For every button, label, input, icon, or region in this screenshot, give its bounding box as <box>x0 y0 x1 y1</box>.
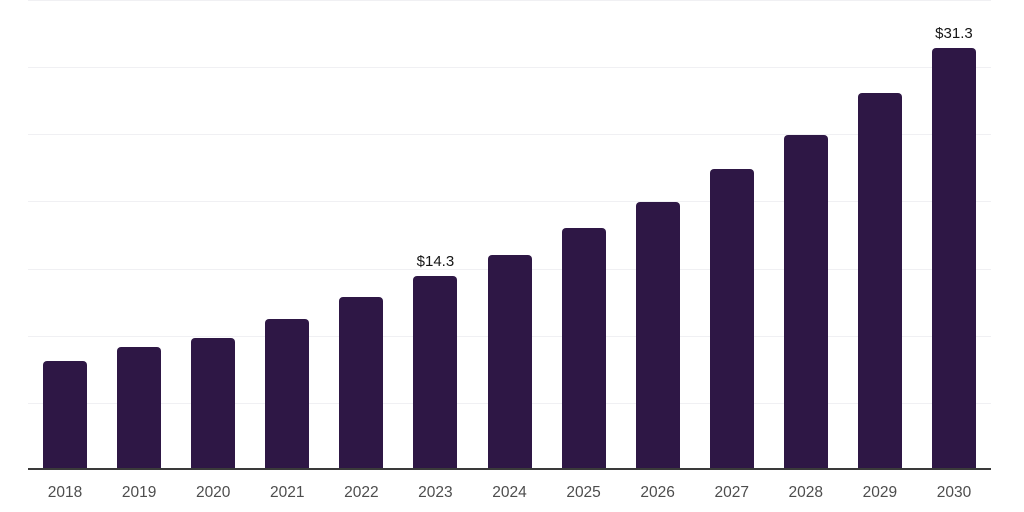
x-tick-2018: 2018 <box>47 484 83 501</box>
value-label-2023: $14.3 <box>416 252 455 270</box>
bar-2027 <box>709 168 754 468</box>
x-tick-2023: 2023 <box>418 484 453 501</box>
bar-2022 <box>339 297 384 468</box>
bar-2019 <box>117 347 162 468</box>
x-tick-2029: 2029 <box>862 484 898 501</box>
gridline-20 <box>28 201 991 203</box>
x-tick-2024: 2024 <box>492 484 527 501</box>
plot-area: $14.3 $31.3 <box>28 0 991 470</box>
bar-2020 <box>191 337 236 468</box>
x-tick-2020: 2020 <box>195 484 231 501</box>
bar-2021 <box>265 318 310 468</box>
gridline-25 <box>28 134 991 136</box>
bar-2023 <box>413 275 458 468</box>
x-tick-2027: 2027 <box>714 484 749 501</box>
gridline-30 <box>28 67 991 69</box>
x-tick-2025: 2025 <box>566 484 601 501</box>
x-tick-2030: 2030 <box>936 484 972 501</box>
x-axis: 2018 2019 2020 2021 2022 2023 2024 2025 2026 2027… <box>28 484 991 506</box>
x-tick-2021: 2021 <box>270 484 305 501</box>
x-tick-2019: 2019 <box>121 484 157 501</box>
bar-2030 <box>931 47 976 468</box>
gridline-35 <box>28 0 991 1</box>
bar-2029 <box>857 93 902 468</box>
bar-2025 <box>561 227 606 468</box>
bar-2028 <box>783 134 828 468</box>
x-tick-2028: 2028 <box>788 484 824 501</box>
value-label-2030: $31.3 <box>935 24 973 42</box>
bar-2026 <box>635 202 680 468</box>
bar-2024 <box>487 254 532 468</box>
x-tick-2026: 2026 <box>640 484 675 501</box>
x-tick-2022: 2022 <box>344 484 379 501</box>
bar-2018 <box>43 360 88 468</box>
